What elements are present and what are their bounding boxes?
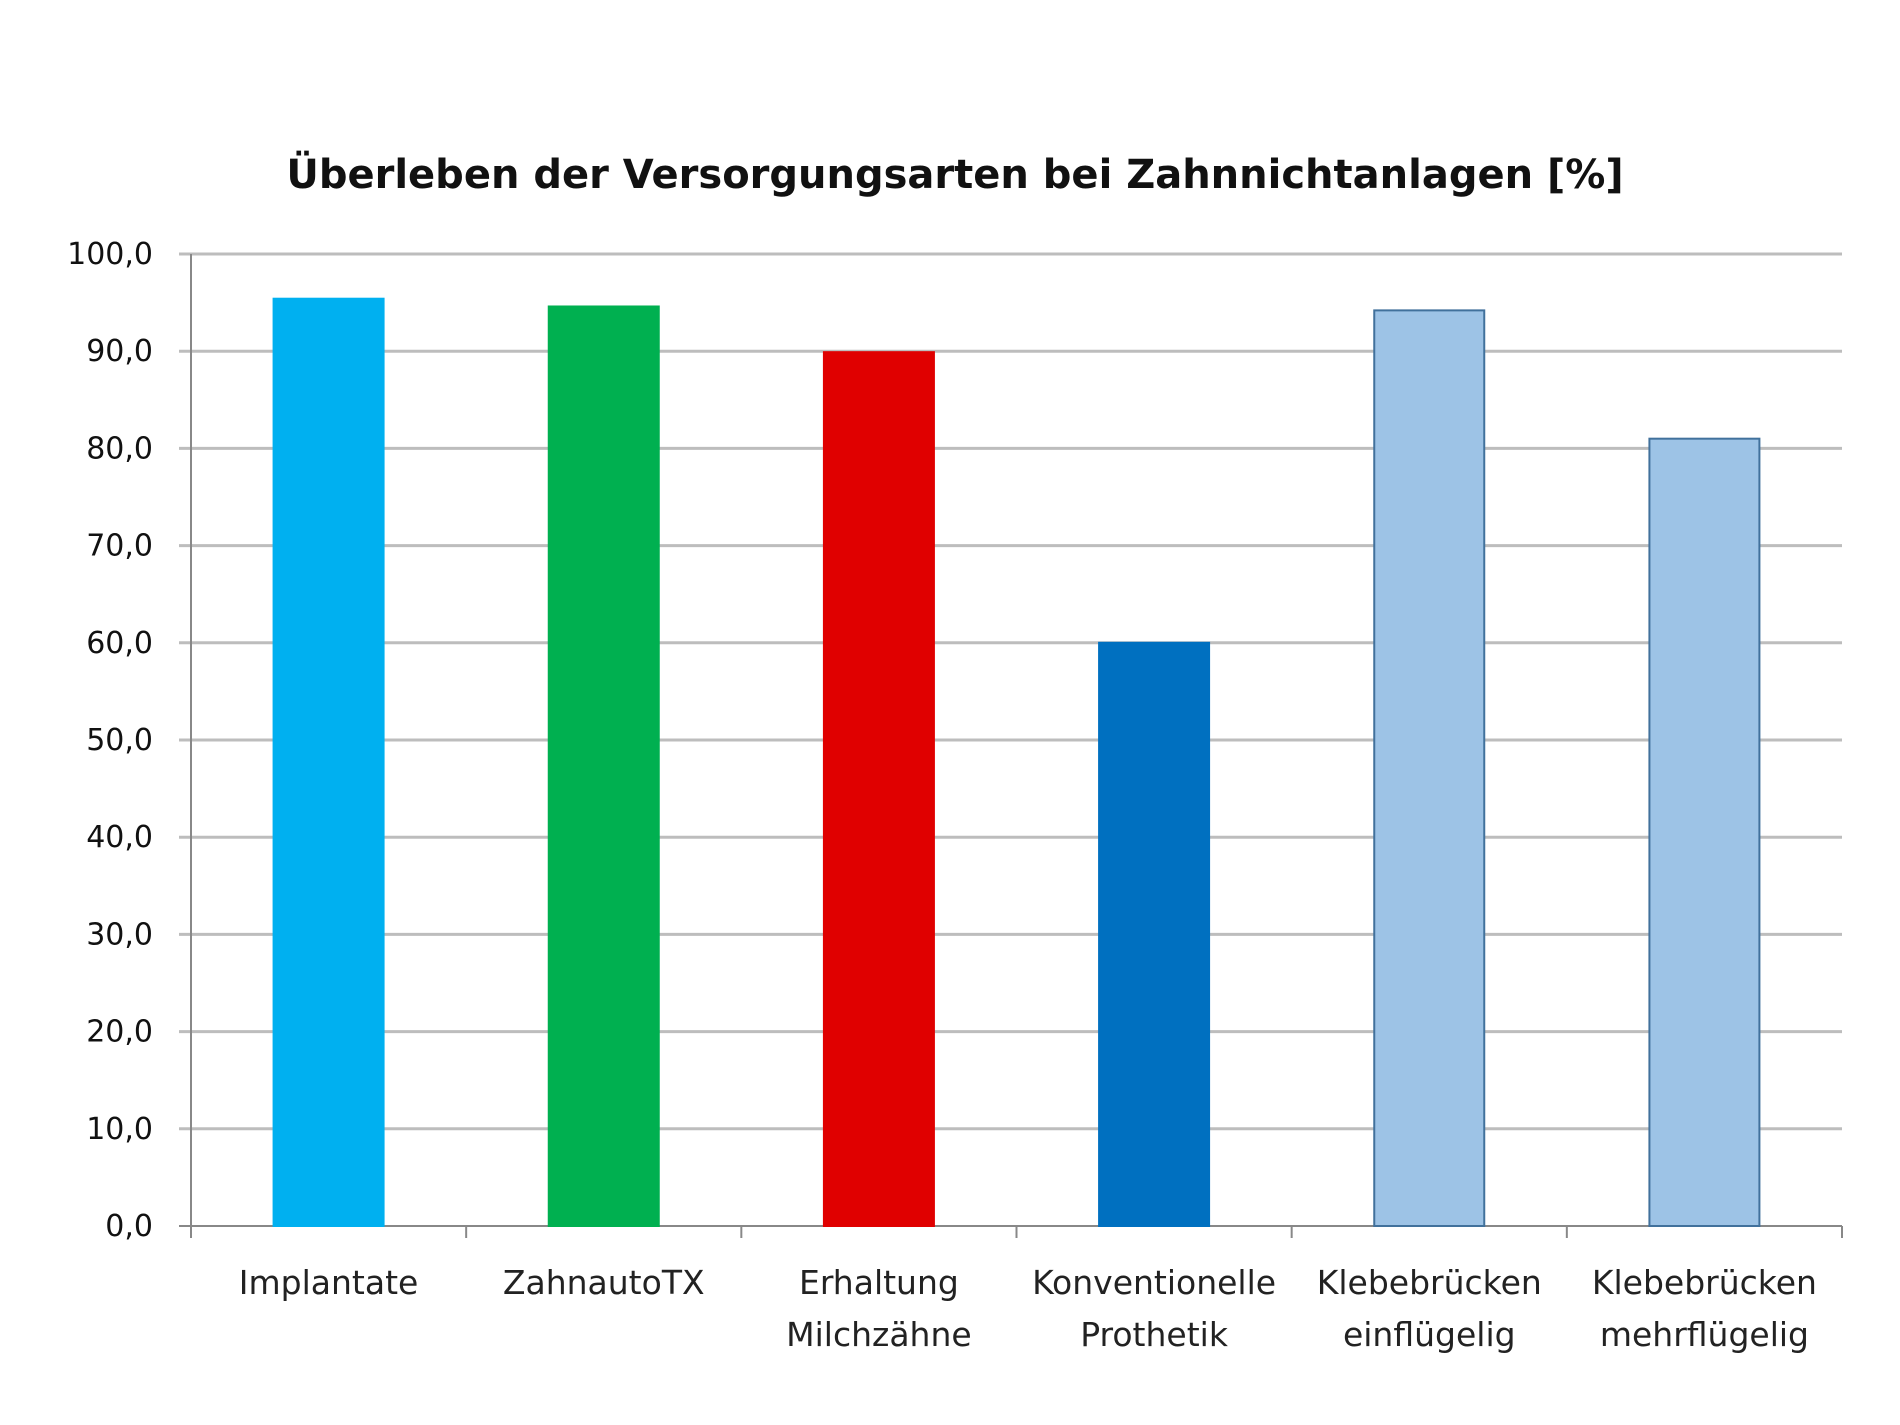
x-category-label: Implantate	[239, 1263, 419, 1302]
x-category-label: ZahnautoTX	[503, 1263, 705, 1302]
bar	[1648, 437, 1761, 1227]
bar	[547, 305, 660, 1228]
bar	[1373, 309, 1486, 1228]
y-tick-label: 100,0	[67, 237, 153, 272]
y-tick-label: 60,0	[86, 626, 153, 661]
bar	[822, 351, 935, 1227]
bar	[272, 297, 385, 1228]
y-tick-label: 70,0	[86, 529, 153, 564]
x-category-label: mehrflügelig	[1600, 1315, 1809, 1354]
bar	[1098, 641, 1211, 1227]
x-category-label: Klebebrücken	[1592, 1263, 1817, 1302]
x-category-label: Erhaltung	[799, 1263, 959, 1302]
x-category-label: Prothetik	[1080, 1315, 1229, 1354]
x-category-label: Klebebrücken	[1317, 1263, 1542, 1302]
y-tick-label: 90,0	[86, 334, 153, 369]
x-category-label: Milchzähne	[786, 1315, 972, 1354]
x-category-label: Konventionelle	[1032, 1263, 1276, 1302]
y-tick-label: 50,0	[86, 723, 153, 758]
y-tick-label: 30,0	[86, 917, 153, 952]
y-tick-label: 40,0	[86, 820, 153, 855]
x-category-label: einflügelig	[1343, 1315, 1516, 1354]
chart-title: Überleben der Versorgungsarten bei Zahnn…	[286, 152, 1624, 198]
y-tick-label: 80,0	[86, 431, 153, 466]
y-tick-label: 20,0	[86, 1015, 153, 1050]
y-tick-label: 10,0	[86, 1112, 153, 1147]
y-tick-label: 0,0	[105, 1209, 153, 1244]
